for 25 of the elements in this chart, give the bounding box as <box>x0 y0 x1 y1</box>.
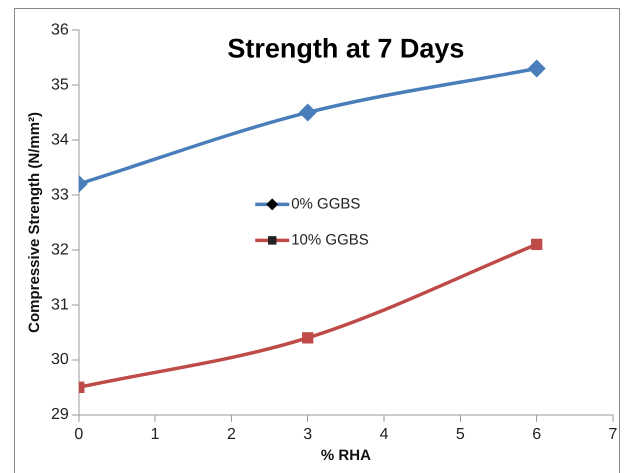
point <box>302 332 314 344</box>
y-tick-label: 36 <box>51 21 69 38</box>
y-tick-label: 29 <box>51 406 69 424</box>
x-tick-label: 6 <box>532 426 542 443</box>
x-tick-label: 5 <box>456 426 465 443</box>
chart-title: Strength at 7 Days <box>227 33 464 64</box>
point <box>531 238 542 250</box>
point <box>528 59 546 78</box>
y-tick-label: 35 <box>51 76 69 94</box>
x-tick-label: 1 <box>150 426 160 443</box>
legend-label: 10% GGBS <box>291 232 369 249</box>
point <box>298 103 317 122</box>
x-tick-label: 0 <box>74 426 84 443</box>
x-tick-label: 3 <box>303 426 312 443</box>
y-tick-label: 30 <box>51 351 69 368</box>
legend-label: 0% GGBS <box>291 196 360 213</box>
x-tick-label: 7 <box>608 426 618 443</box>
y-tick-label: 31 <box>51 296 69 314</box>
y-axis-title: Compressive Strength (N/mm²) <box>26 112 44 333</box>
x-axis-title: % RHA <box>320 447 372 464</box>
y-tick-label: 33 <box>51 186 69 204</box>
x-tick-label: 4 <box>380 426 389 443</box>
y-tick-label: 34 <box>51 131 69 148</box>
x-tick-label: 2 <box>226 426 236 443</box>
y-tick-label: 32 <box>51 241 69 258</box>
